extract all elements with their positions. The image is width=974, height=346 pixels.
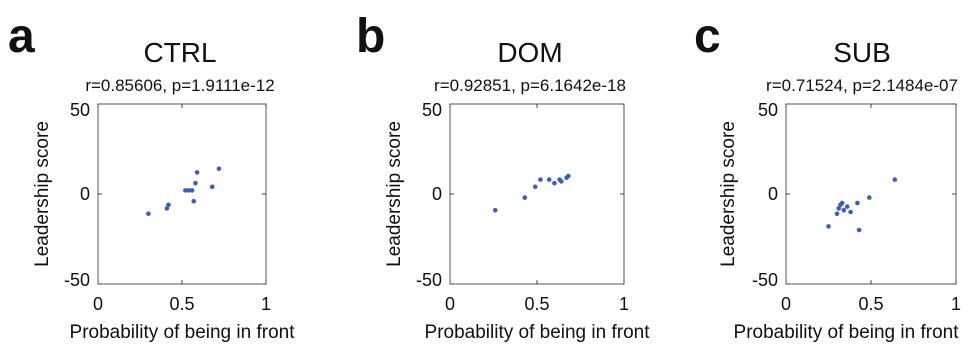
scatter-point bbox=[191, 198, 197, 204]
correlation-stat: r=0.85606, p=1.9111e-12 bbox=[85, 76, 274, 95]
scatter-point bbox=[867, 195, 872, 200]
y-tick-label: 0 bbox=[768, 184, 778, 204]
x-tick-label: 1 bbox=[261, 294, 271, 314]
scatter-point bbox=[546, 177, 552, 182]
x-tick-label: 0 bbox=[781, 294, 791, 314]
chart-title: CTRL bbox=[143, 37, 216, 68]
scatter-point bbox=[566, 173, 571, 179]
scatter-point bbox=[183, 188, 188, 193]
y-axis-label: Leadership score bbox=[384, 121, 405, 267]
plot-area bbox=[97, 103, 267, 285]
chart-title: DOM bbox=[497, 37, 562, 68]
panel-a: a CTRL r=0.85606, p=1.9111e-12 50 0 -50 … bbox=[8, 10, 295, 343]
scatter-point bbox=[186, 188, 192, 193]
scatter-point bbox=[844, 204, 850, 209]
x-tick-label: 0 bbox=[93, 294, 103, 314]
x-tick-label: 1 bbox=[619, 294, 629, 314]
scatter-point bbox=[839, 200, 845, 206]
panel-letter: c bbox=[694, 10, 721, 63]
plot-area bbox=[449, 103, 625, 285]
y-axis-label: Leadership score bbox=[32, 121, 53, 267]
data-points bbox=[146, 166, 222, 217]
scatter-point bbox=[164, 206, 170, 211]
scatter-point bbox=[522, 195, 528, 200]
scatter-point bbox=[193, 180, 198, 186]
y-tick-label: 50 bbox=[758, 100, 778, 120]
scatter-point bbox=[848, 209, 853, 215]
scatter-point bbox=[892, 177, 898, 182]
scatter-point bbox=[841, 207, 847, 213]
panel-letter: a bbox=[8, 10, 35, 63]
x-axis-label: Probability of being in front bbox=[70, 322, 296, 343]
y-axis-label: Leadership score bbox=[718, 121, 739, 267]
scatter-point bbox=[538, 177, 543, 182]
x-tick-label: 0.5 bbox=[169, 294, 194, 314]
scatter-point bbox=[532, 184, 538, 190]
scatter-point bbox=[552, 180, 557, 186]
plot-area bbox=[785, 103, 957, 285]
y-tick-label: 50 bbox=[422, 100, 442, 120]
scatter-point bbox=[492, 207, 498, 213]
y-tick-label: 50 bbox=[70, 100, 90, 120]
y-tick-label: 0 bbox=[80, 184, 90, 204]
correlation-stat: r=0.92851, p=6.1642e-18 bbox=[434, 76, 626, 95]
x-axis-label: Probability of being in front bbox=[734, 322, 960, 343]
x-axis-label: Probability of being in front bbox=[425, 322, 651, 343]
scatter-point bbox=[209, 184, 215, 190]
panel-letter: b bbox=[356, 10, 385, 63]
scatter-point bbox=[189, 188, 195, 193]
y-tick-label: -50 bbox=[752, 270, 778, 290]
scatter-point bbox=[146, 211, 151, 217]
scatter-point bbox=[194, 170, 200, 175]
panel-b: b DOM r=0.92851, p=6.1642e-18 50 0 -50 0… bbox=[356, 10, 650, 343]
x-tick-label: 0.5 bbox=[858, 294, 883, 314]
x-tick-label: 0.5 bbox=[524, 294, 549, 314]
y-tick-label: -50 bbox=[416, 270, 442, 290]
correlation-stat: r=0.71524, p=2.1484e-07 bbox=[766, 76, 958, 95]
scatter-point bbox=[834, 211, 840, 217]
data-points bbox=[492, 173, 571, 213]
scatter-point bbox=[836, 206, 841, 211]
scatter-point bbox=[559, 179, 564, 184]
y-tick-label: -50 bbox=[64, 270, 90, 290]
scatter-point bbox=[166, 202, 171, 208]
scatter-point bbox=[855, 200, 860, 206]
panel-c: c SUB r=0.71524, p=2.1484e-07 50 0 -50 0… bbox=[694, 10, 961, 343]
scatter-point bbox=[826, 224, 831, 229]
chart-title: SUB bbox=[833, 37, 891, 68]
scatter-point bbox=[856, 227, 862, 233]
y-tick-label: 0 bbox=[432, 184, 442, 204]
x-tick-label: 0 bbox=[445, 294, 455, 314]
scatter-point bbox=[216, 166, 222, 172]
x-tick-label: 1 bbox=[951, 294, 961, 314]
data-points bbox=[826, 177, 898, 233]
